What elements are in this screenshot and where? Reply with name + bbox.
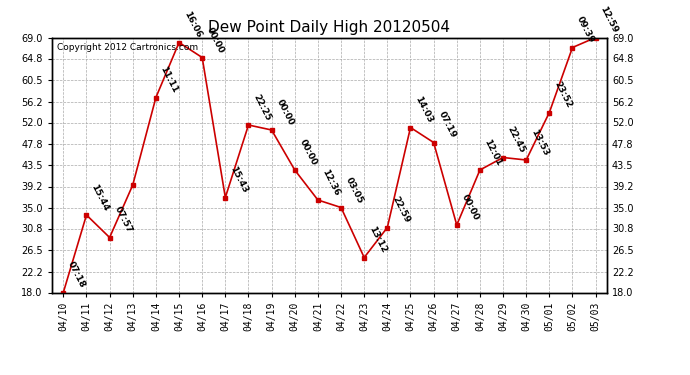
Text: 07:19: 07:19 bbox=[436, 110, 457, 140]
Text: 13:53: 13:53 bbox=[529, 128, 550, 157]
Text: 16:06: 16:06 bbox=[182, 10, 203, 40]
Text: 07:18: 07:18 bbox=[66, 260, 87, 290]
Text: Copyright 2012 Cartronics.com: Copyright 2012 Cartronics.com bbox=[57, 43, 199, 52]
Text: 00:00: 00:00 bbox=[460, 193, 480, 222]
Text: 12:59: 12:59 bbox=[598, 5, 620, 35]
Text: 15:43: 15:43 bbox=[228, 165, 249, 195]
Text: 12:36: 12:36 bbox=[321, 168, 342, 197]
Text: 23:52: 23:52 bbox=[552, 80, 573, 110]
Text: 14:03: 14:03 bbox=[413, 95, 434, 125]
Text: 22:59: 22:59 bbox=[390, 195, 411, 225]
Text: 22:25: 22:25 bbox=[251, 93, 273, 122]
Text: 00:00: 00:00 bbox=[275, 98, 295, 127]
Text: 00:00: 00:00 bbox=[297, 138, 318, 167]
Text: 07:57: 07:57 bbox=[112, 205, 133, 235]
Title: Dew Point Daily High 20120504: Dew Point Daily High 20120504 bbox=[208, 20, 451, 35]
Text: 03:05: 03:05 bbox=[344, 176, 365, 205]
Text: 00:00: 00:00 bbox=[205, 26, 226, 55]
Text: 12:01: 12:01 bbox=[483, 138, 504, 167]
Text: 15:44: 15:44 bbox=[89, 182, 110, 212]
Text: 22:45: 22:45 bbox=[506, 125, 527, 155]
Text: 11:11: 11:11 bbox=[159, 65, 179, 95]
Text: 09:39: 09:39 bbox=[575, 15, 596, 45]
Text: 13:12: 13:12 bbox=[367, 225, 388, 255]
